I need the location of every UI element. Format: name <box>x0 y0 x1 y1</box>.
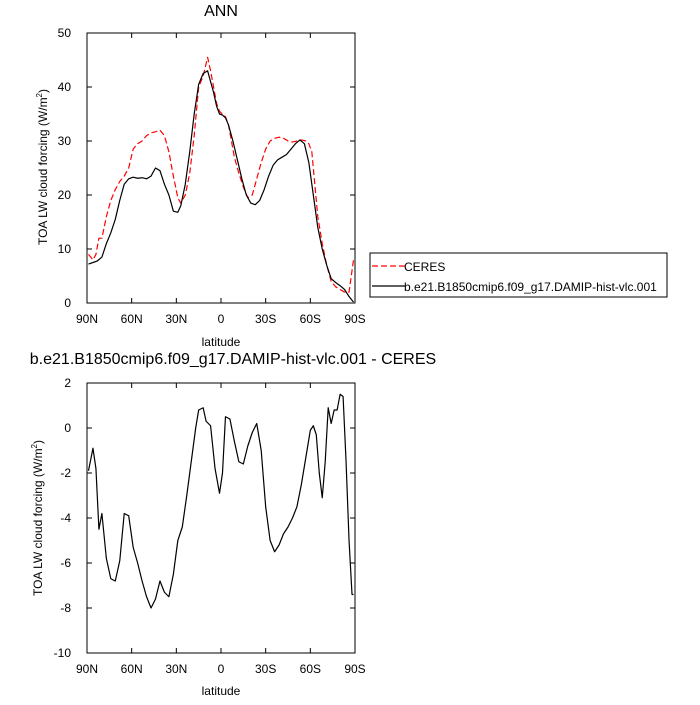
y-tick-label: 50 <box>58 26 72 40</box>
plot-frame <box>86 32 356 304</box>
plot-frame <box>86 382 356 654</box>
chart-title: ANN <box>204 3 238 20</box>
panel-annual-comparison: ANN TOA LW cloud forcing (W/m2) 90N 60N 30… <box>35 3 366 349</box>
y-tick-label: 0 <box>64 296 71 310</box>
y-tick-label: 2 <box>64 376 71 390</box>
x-tick-label: 90N <box>76 662 98 676</box>
series-line-difference <box>87 393 354 609</box>
x-tick-label: 60N <box>121 312 143 326</box>
x-tick-label: 30N <box>165 662 187 676</box>
svg-text:TOA LW cloud forcing (W/m2): TOA LW cloud forcing (W/m2) <box>35 89 50 245</box>
y-axis-label-superscript: 2 <box>30 443 39 448</box>
x-tick-label: 60S <box>300 312 321 326</box>
x-tick-label: 90S <box>344 312 365 326</box>
y-axis-label-close: ) <box>31 440 45 444</box>
panel-difference: b.e21.B1850cmip6.f09_g17.DAMIP-hist-vlc.… <box>30 351 436 698</box>
x-axis-label: latitude <box>202 684 241 698</box>
plot-lines <box>87 393 354 609</box>
y-tick-label: 40 <box>58 80 72 94</box>
x-tick-label: 90N <box>76 312 98 326</box>
x-tick-label: 0 <box>218 312 225 326</box>
axis-ticks: 90N 60N 30N 0 30S 60S 90S 0 10 20 30 40 50 <box>58 26 366 326</box>
series-line-ceres <box>88 56 355 293</box>
axis-ticks: 90N 60N 30N 0 30S 60S 90S -10 -8 -6 -4 -2 0 2 <box>54 376 366 676</box>
y-axis-label-close: ) <box>36 89 50 93</box>
y-tick-label: -6 <box>60 556 71 570</box>
chart-title: b.e21.B1850cmip6.f09_g17.DAMIP-hist-vlc.… <box>30 351 436 368</box>
y-axis-label-text: TOA LW cloud forcing (W/m <box>31 448 45 596</box>
plot-lines <box>88 56 355 303</box>
y-tick-label: 0 <box>64 421 71 435</box>
y-tick-label: 10 <box>58 242 72 256</box>
y-axis-label-superscript: 2 <box>35 92 44 97</box>
legend-label-ceres: CERES <box>404 260 445 274</box>
x-tick-label: 30N <box>165 312 187 326</box>
x-tick-label: 60S <box>300 662 321 676</box>
y-tick-label: 30 <box>58 134 72 148</box>
svg-text:TOA LW cloud forcing (W/m2): TOA LW cloud forcing (W/m2) <box>30 440 45 596</box>
series-line-b-e21-b1850cmip6-f09-g17-damip-hist-vlc-001 <box>88 70 354 303</box>
y-tick-label: -8 <box>60 601 71 615</box>
x-tick-label: 60N <box>121 662 143 676</box>
legend: CERES b.e21.B1850cmip6.f09_g17.DAMIP-his… <box>369 252 668 298</box>
y-tick-label: -4 <box>60 511 71 525</box>
legend-label-model: b.e21.B1850cmip6.f09_g17.DAMIP-hist-vlc.… <box>404 280 657 294</box>
y-axis-label: TOA LW cloud forcing (W/m2) <box>30 440 45 596</box>
x-tick-label: 90S <box>344 662 365 676</box>
x-axis-label: latitude <box>202 335 241 349</box>
y-tick-label: 20 <box>58 188 72 202</box>
x-tick-label: 30S <box>255 662 276 676</box>
y-axis-label: TOA LW cloud forcing (W/m2) <box>35 89 50 245</box>
x-tick-label: 0 <box>218 662 225 676</box>
x-tick-label: 30S <box>255 312 276 326</box>
y-tick-label: -10 <box>54 646 72 660</box>
legend-box <box>369 252 668 298</box>
y-tick-label: -2 <box>60 466 71 480</box>
y-axis-label-text: TOA LW cloud forcing (W/m <box>36 97 50 245</box>
